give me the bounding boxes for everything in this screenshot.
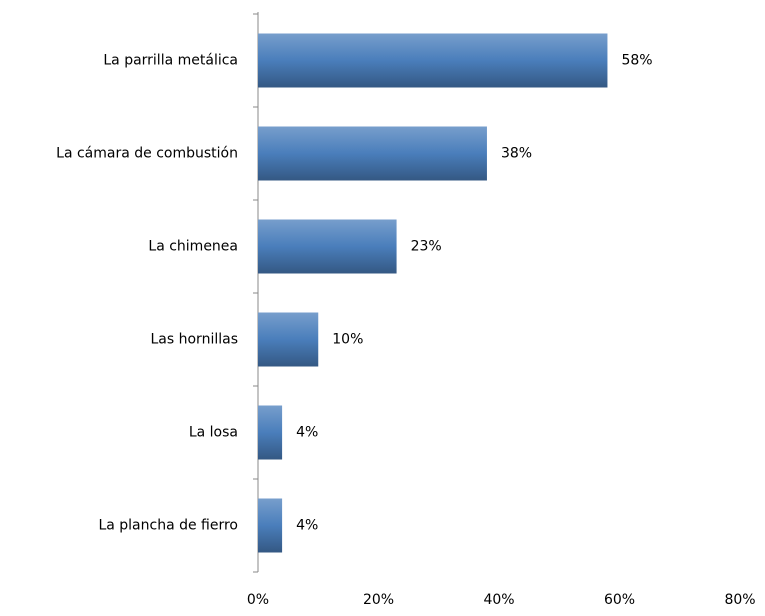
value-label: 4% (296, 425, 318, 441)
bar (258, 219, 397, 274)
bar (258, 312, 319, 367)
x-tick-label: 40% (483, 592, 514, 608)
category-label: La plancha de fierro (98, 518, 238, 534)
x-tick-label: 60% (604, 592, 635, 608)
value-label: 4% (296, 518, 318, 534)
value-label: 38% (501, 146, 532, 162)
category-label: Las hornillas (151, 332, 239, 348)
value-label: 58% (621, 53, 652, 69)
x-tick-label: 20% (363, 592, 394, 608)
category-label: La losa (189, 425, 238, 441)
category-label: La chimenea (148, 239, 238, 255)
bar (258, 126, 487, 181)
category-label: La parrilla metálica (103, 53, 238, 69)
category-label: La cámara de combustión (56, 146, 238, 162)
bar (258, 405, 283, 460)
x-tick-label: 80% (724, 592, 755, 608)
bar (258, 498, 283, 553)
value-label: 10% (332, 332, 363, 348)
bar (258, 33, 608, 88)
x-tick-label: 0% (247, 592, 269, 608)
value-label: 23% (411, 239, 442, 255)
